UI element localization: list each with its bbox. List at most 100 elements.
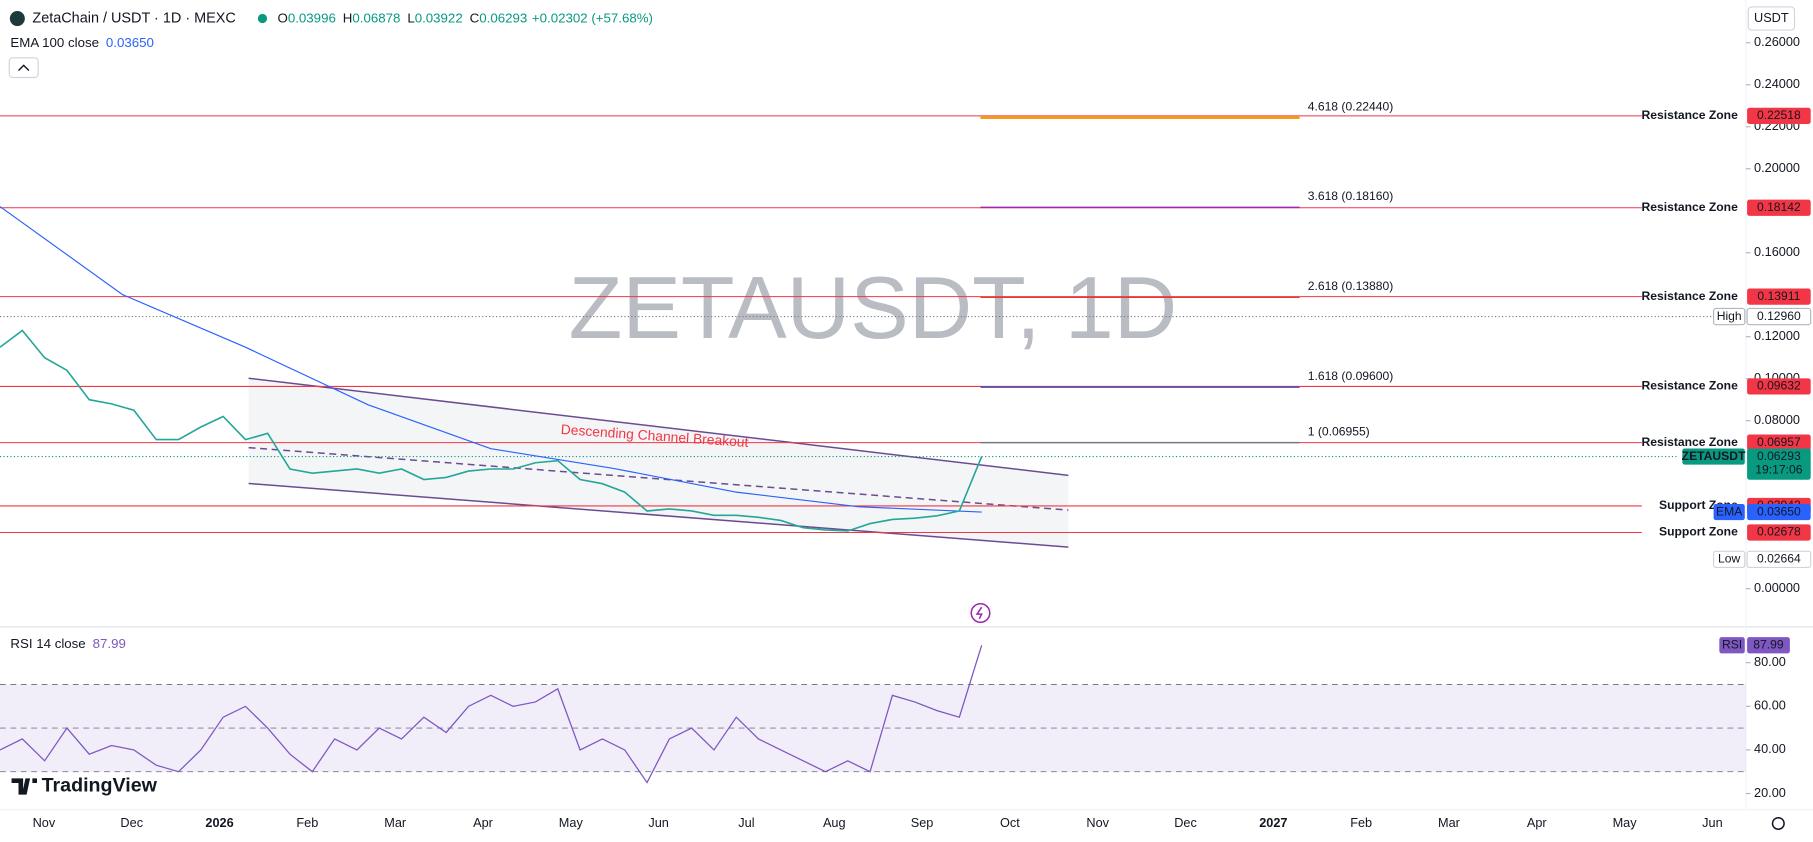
zone-value-bg (1747, 378, 1811, 395)
currency-button[interactable] (1747, 6, 1796, 31)
ohlc-key: O (278, 10, 288, 25)
ohlc-value: 0.06293 (479, 10, 527, 25)
market-status (257, 13, 268, 24)
x-tick-label: Apr (1527, 815, 1548, 830)
x-tick-label: Dec (120, 815, 143, 830)
ema-badge-value: 0.03650 (1757, 504, 1801, 518)
symbol-title: ZetaChain / USDT · 1D · MEXC (32, 10, 235, 26)
last-name-bg (1682, 448, 1745, 465)
low-name-bg (1712, 550, 1746, 569)
high-value-bg (1746, 307, 1812, 326)
fib-label: 1 (0.06955) (1308, 424, 1370, 438)
high-name: High (1717, 309, 1742, 323)
ema-value: 0.03650 (106, 34, 154, 49)
fib-label: 4.618 (0.22440) (1308, 99, 1394, 113)
channel-mid (248, 446, 1069, 511)
x-tick-label: Nov (1086, 815, 1109, 830)
rsi-badge-value: 87.99 (1753, 637, 1784, 651)
x-tick-label: Jun (648, 815, 669, 830)
brand-name: TradingView (42, 775, 158, 797)
zone-value: 0.09632 (1757, 379, 1801, 393)
brand-logo (11, 778, 37, 795)
low-value-bg (1746, 550, 1812, 569)
event-bolt (975, 606, 983, 620)
channel-top (248, 377, 1069, 477)
x-tick-label: May (559, 815, 584, 830)
countdown: 19:17:06 (1755, 463, 1802, 477)
rsi-value: 87.99 (93, 636, 126, 651)
ohlc-value: 0.03922 (415, 10, 463, 25)
rsi-tick-label: 80.00 (1754, 654, 1786, 669)
rsi-tick-label: 20.00 (1754, 785, 1786, 800)
rsi-band-fill (0, 684, 1746, 772)
x-tick-label: Oct (1000, 815, 1020, 830)
zone-label: Resistance Zone (1641, 435, 1738, 449)
x-tick-label: Feb (296, 815, 318, 830)
x-tick-label: Dec (1174, 815, 1197, 830)
fib-label: 3.618 (0.18160) (1308, 189, 1394, 203)
ohlc-value: 0.03996 (288, 10, 336, 25)
ema-badge-name: EMA (1716, 504, 1743, 518)
price-line (0, 329, 983, 532)
zone-label: Resistance Zone (1641, 200, 1738, 214)
x-tick-label: Jul (738, 815, 754, 830)
last-value: 0.06293 (1757, 449, 1801, 463)
zone-value-bg (1747, 524, 1811, 541)
rsi-line (0, 645, 983, 784)
rsi-tick-label: 60.00 (1754, 698, 1786, 713)
ema-badge-name-bg (1713, 503, 1745, 521)
currency[interactable]: USDT (1754, 10, 1789, 25)
x-tick-label: Sep (911, 815, 934, 830)
ohlc-change: +0.02302 (+57.68%) (532, 10, 653, 25)
zone-value: 0.02678 (1757, 525, 1801, 539)
zone-value-bg (1747, 199, 1811, 216)
low-name: Low (1718, 552, 1740, 566)
x-tick-label: Apr (473, 815, 494, 830)
y-tick-label: 0.00000 (1754, 580, 1800, 595)
zone-value-bg (1747, 288, 1811, 305)
symbol-logo (9, 10, 25, 27)
zone-label: Support Zone (1659, 525, 1738, 539)
zone-label: Resistance Zone (1641, 379, 1738, 393)
collapse-icon (18, 64, 30, 72)
x-tick-label: Jun (1702, 815, 1723, 830)
x-tick-label: 2026 (205, 815, 233, 830)
zone-value-bg (1747, 107, 1811, 124)
ohlc-key: L (407, 10, 414, 25)
x-tick-label: Aug (823, 815, 846, 830)
y-tick-label: 0.26000 (1754, 34, 1800, 49)
collapse-button[interactable] (8, 57, 39, 79)
settings-icon (1771, 816, 1785, 831)
last-value-bg (1747, 448, 1811, 480)
x-tick-label: Mar (1438, 815, 1461, 830)
last-name: ZETAUSDT (1682, 449, 1746, 463)
ema-name: EMA 100 close (10, 34, 99, 49)
x-tick-label: 2027 (1259, 815, 1287, 830)
x-tick-label: Mar (384, 815, 407, 830)
event-icon[interactable] (970, 602, 991, 623)
fib-label: 1.618 (0.09600) (1308, 369, 1394, 383)
zone-value: 0.13911 (1757, 289, 1800, 303)
fib-label: 2.618 (0.13880) (1308, 279, 1394, 293)
ohlc-key: H (343, 10, 353, 25)
rsi-legend: RSI 14 close 87.99 (10, 636, 125, 651)
y-tick-label: 0.24000 (1754, 76, 1800, 91)
y-tick-label: 0.20000 (1754, 160, 1800, 175)
plot-layer (0, 115, 1746, 784)
ohlc-key: C (470, 10, 480, 25)
rsi-badge-name: RSI (1722, 637, 1742, 651)
ema-badge-value-bg (1747, 503, 1811, 521)
zone-value: 0.22518 (1757, 108, 1801, 122)
ohlc-value: 0.06878 (352, 10, 400, 25)
y-tick-label: 0.08000 (1754, 412, 1800, 427)
y-tick-label: 0.16000 (1754, 244, 1800, 259)
watermark: ZETAUSDT, 1D (569, 258, 1178, 357)
channel-bottom (248, 482, 1069, 548)
zone-value-bg (1747, 434, 1811, 451)
high-value: 0.12960 (1757, 309, 1801, 323)
x-tick-label: Nov (33, 815, 56, 830)
zone-value: 0.18142 (1757, 200, 1801, 214)
channel-area (248, 378, 1069, 548)
